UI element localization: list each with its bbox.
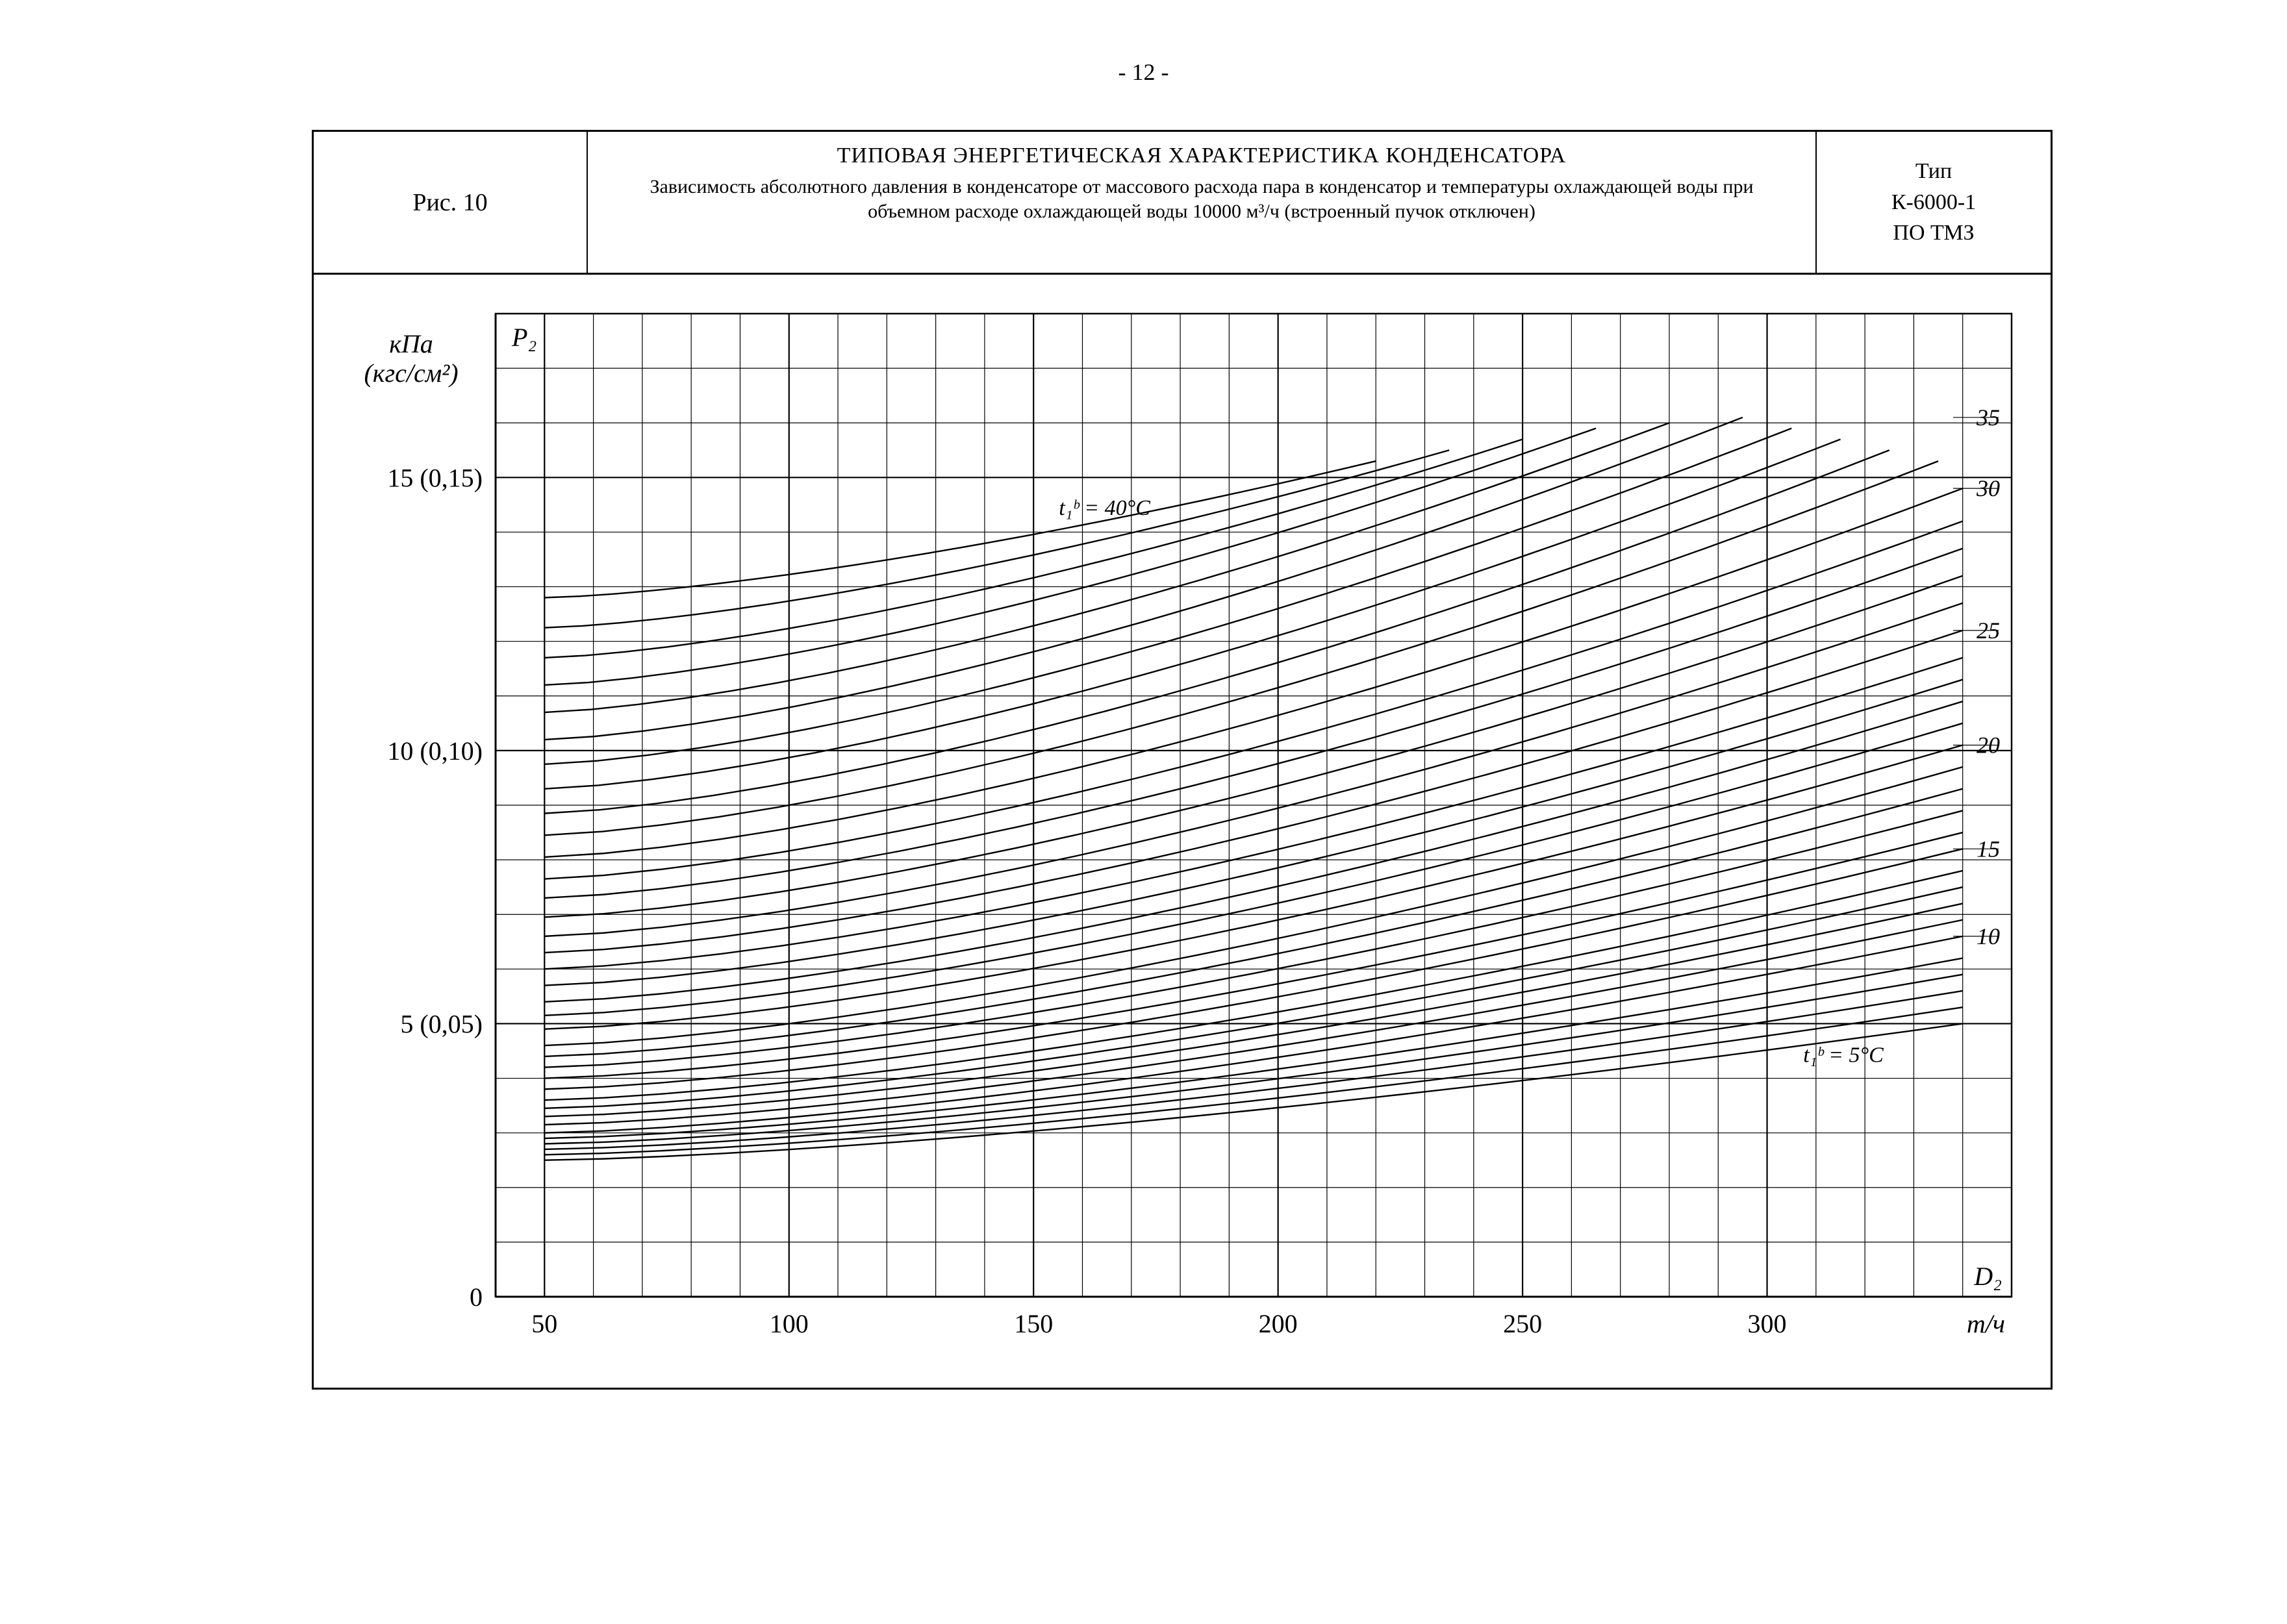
- figure-frame: Рис. 10 ТИПОВАЯ ЭНЕРГЕТИЧЕСКАЯ ХАРАКТЕРИ…: [312, 130, 2053, 1390]
- figure-title: ТИПОВАЯ ЭНЕРГЕТИЧЕСКАЯ ХАРАКТЕРИСТИКА КО…: [614, 144, 1789, 168]
- temperature-curve: [544, 429, 1791, 764]
- figure-label: Рис. 10: [314, 132, 588, 273]
- page-number: - 12 -: [0, 58, 2287, 86]
- x-tick-label: 250: [1503, 1309, 1542, 1338]
- x-unit: т/ч: [1967, 1309, 2005, 1338]
- temperature-curve: [544, 461, 1938, 835]
- x-axis-symbol: D₂: [1973, 1262, 2002, 1291]
- chart-area: 50 100 150 200 250 300 0 5 (0,05) 10 (0,10) 15 (0…: [314, 275, 2051, 1388]
- figure-title-block: ТИПОВАЯ ЭНЕРГЕТИЧЕСКАЯ ХАРАКТЕРИСТИКА КО…: [588, 132, 1817, 273]
- x-tick-label: 150: [1014, 1309, 1053, 1338]
- y-tick-label: 10 (0,10): [387, 736, 483, 766]
- x-tick-label: 100: [770, 1309, 809, 1338]
- type-sub: ПО ТМЗ: [1893, 218, 1974, 249]
- type-value: К-6000-1: [1891, 187, 1976, 218]
- x-tick-label: 50: [531, 1309, 557, 1338]
- temperature-curve: [544, 423, 1669, 712]
- temperature-curve: [544, 810, 1962, 1067]
- temperature-curve: [544, 832, 1962, 1079]
- y-unit-2: (кгс/см²): [364, 358, 458, 388]
- figure-subtitle: Зависимость абсолютного давления в конде…: [614, 175, 1789, 223]
- temperature-curve: [544, 680, 1962, 986]
- temperature-curve: [544, 723, 1962, 1016]
- temperature-curve: [544, 991, 1962, 1149]
- y-tick-label: 5 (0,05): [400, 1009, 483, 1038]
- temperature-curve: [544, 450, 1889, 813]
- temperature-curve: [544, 461, 1376, 597]
- figure-header: Рис. 10 ТИПОВАЯ ЭНЕРГЕТИЧЕСКАЯ ХАРАКТЕРИ…: [314, 132, 2051, 275]
- x-tick-label: 300: [1748, 1309, 1787, 1338]
- param-label-high: t₁ᵇ = 40°C: [1059, 496, 1150, 520]
- temperature-curve: [544, 871, 1962, 1100]
- y-tick-label: 15 (0,15): [387, 463, 483, 492]
- temperature-curve: [544, 701, 1962, 1002]
- y-tick-label: 0: [470, 1282, 483, 1312]
- temperature-curve: [544, 975, 1962, 1144]
- x-tick-label: 200: [1259, 1309, 1298, 1338]
- page: - 12 - Рис. 10 ТИПОВАЯ ЭНЕРГЕТИЧЕСКАЯ ХА…: [0, 0, 2287, 1624]
- y-unit-1: кПа: [389, 329, 433, 358]
- temperature-curve: [544, 887, 1962, 1108]
- temperature-curve: [544, 767, 1962, 1045]
- param-label-low: t₁ᵇ = 5°C: [1803, 1043, 1884, 1068]
- figure-type-block: Тип К-6000-1 ПО ТМЗ: [1817, 132, 2051, 273]
- chart-svg: 50 100 150 200 250 300 0 5 (0,05) 10 (0,10) 15 (0…: [314, 275, 2051, 1388]
- temperature-curve: [544, 658, 1962, 969]
- type-label: Тип: [1915, 156, 1952, 187]
- temperature-curve: [544, 576, 1962, 918]
- temperature-curve: [544, 439, 1840, 788]
- y-axis-symbol: P₂: [511, 323, 537, 352]
